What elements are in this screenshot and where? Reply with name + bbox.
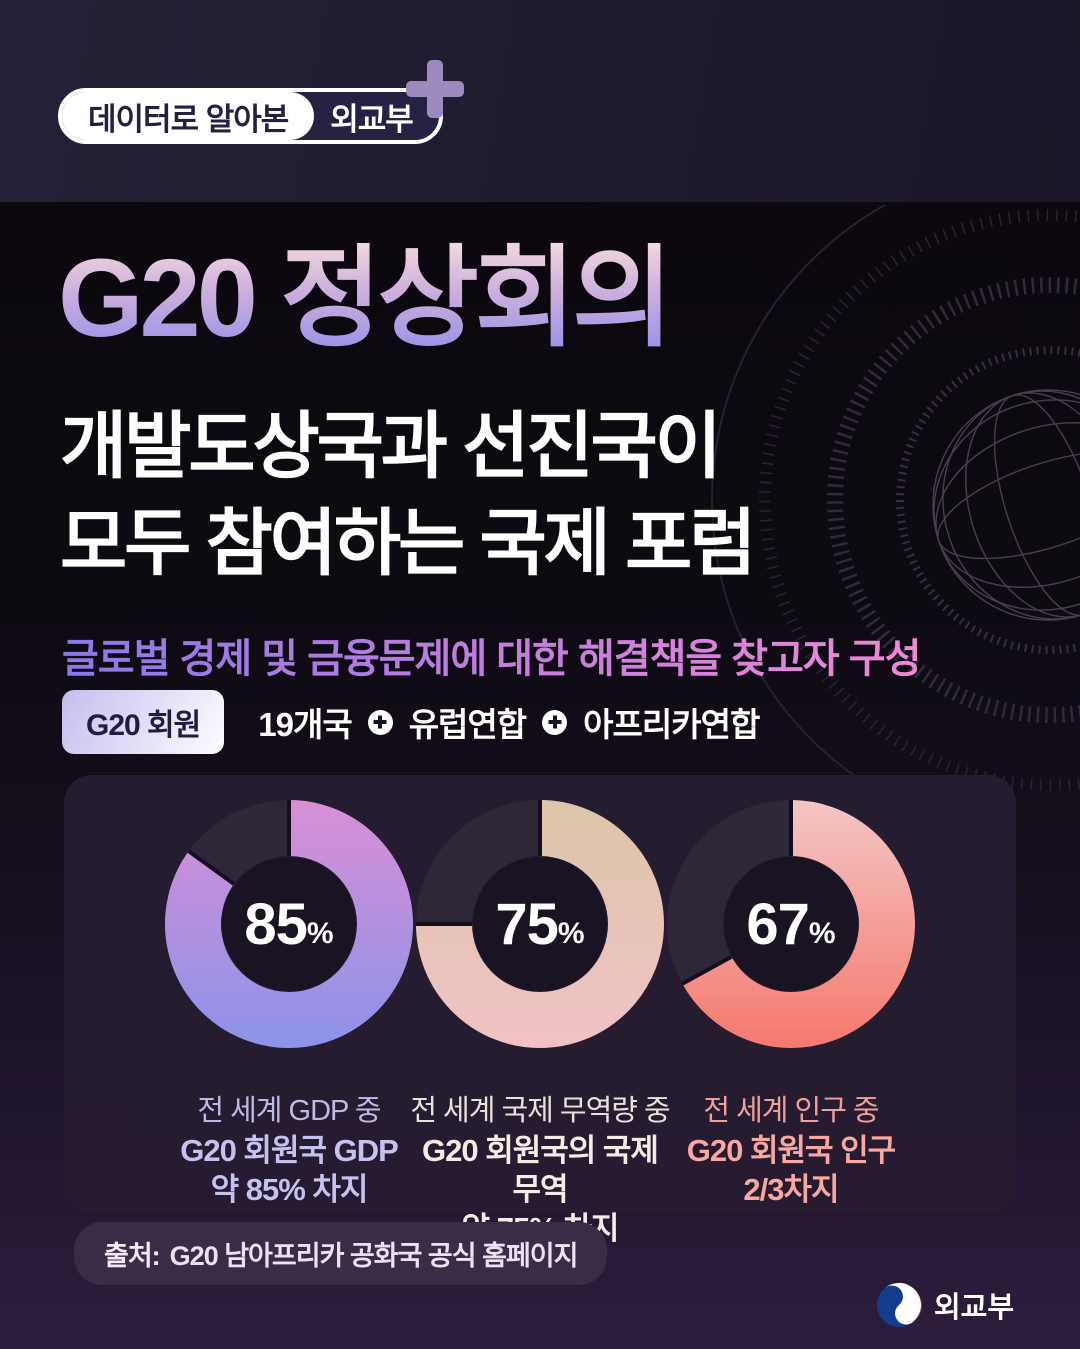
header-badge-left-label: 데이터로 알아본 xyxy=(62,92,315,140)
donut-chart-trade: 75% xyxy=(416,800,664,1048)
membership-item-countries: 19개국 xyxy=(258,706,352,743)
donut-unit: % xyxy=(557,917,585,950)
korea-government-emblem-icon xyxy=(876,1282,922,1328)
plus-icon xyxy=(404,58,466,120)
donut-center-label: 85% xyxy=(165,800,413,1048)
source-text: G20 남아프리카 공화국 공식 홈페이지 xyxy=(169,1241,579,1271)
donut-unit: % xyxy=(808,917,836,950)
header-badge: 데이터로 알아본 외교부 xyxy=(58,88,443,144)
globe-wireframe-graphic xyxy=(711,205,1080,825)
plus-circle-icon xyxy=(542,709,568,735)
source-pill: 출처: G20 남아프리카 공화국 공식 홈페이지 xyxy=(74,1222,608,1285)
footer-logo: 외교부 xyxy=(876,1282,1014,1328)
membership-badge: G20 회원 xyxy=(62,690,225,754)
donut-center-label: 75% xyxy=(416,800,664,1048)
donut-column-trade: 75% 전 세계 국제 무역량 중 G20 회원국의 국제 무역 약 75% 차… xyxy=(405,800,675,1248)
membership-item-au: 아프리카연합 xyxy=(583,706,760,743)
donut-chart-population: 67% xyxy=(667,800,915,1048)
donut-value: 75 xyxy=(495,891,559,957)
chart-caption: 전 세계 GDP 중 G20 회원국 GDP 약 85% 차지 xyxy=(154,1092,424,1209)
subtitle-line-2: 모두 참여하는 국제 포럼 xyxy=(60,503,756,585)
donut-value: 67 xyxy=(746,891,810,957)
donut-chart-svg xyxy=(165,800,413,1048)
page-title: G20 정상회의 xyxy=(58,236,673,363)
donut-chart-svg xyxy=(667,800,915,1048)
donut-chart-gdp: 85% xyxy=(165,800,413,1048)
caption-line: 약 85% 차지 xyxy=(210,1172,369,1207)
caption-line: 2/3차지 xyxy=(743,1172,839,1207)
description-text: 글로벌 경제 및 금융문제에 대한 해결책을 찾고자 구성 xyxy=(62,626,921,684)
donut-chart-svg xyxy=(416,800,664,1048)
donut-value: 85 xyxy=(244,891,308,957)
donut-column-gdp: 85% 전 세계 GDP 중 G20 회원국 GDP 약 85% 차지 xyxy=(154,800,424,1209)
org-name: 외교부 xyxy=(933,1292,1014,1324)
subtitle-line-1: 개발도상국과 선진국이 xyxy=(60,406,722,487)
source-prefix: 출처: xyxy=(104,1241,161,1271)
donut-center-label: 67% xyxy=(667,800,915,1048)
caption-line: 전 세계 GDP 중 xyxy=(197,1095,381,1127)
caption-line: G20 회원국 GDP xyxy=(180,1133,399,1168)
donut-column-population: 67% 전 세계 인구 중 G20 회원국 인구 2/3차지 xyxy=(656,800,926,1209)
membership-item-eu: 유럽연합 xyxy=(408,706,527,743)
caption-line: 전 세계 국제 무역량 중 xyxy=(410,1095,670,1127)
membership-items: 19개국 유럽연합 아프리카연합 xyxy=(258,698,760,746)
plus-circle-icon xyxy=(367,709,393,735)
chart-caption: 전 세계 인구 중 G20 회원국 인구 2/3차지 xyxy=(656,1092,926,1209)
page-subtitle: 개발도상국과 선진국이 모두 참여하는 국제 포럼 xyxy=(60,398,756,592)
caption-line: 전 세계 인구 중 xyxy=(703,1095,879,1127)
caption-line: G20 회원국의 국제 무역 xyxy=(422,1133,659,1207)
header-badge-right-label: 외교부 xyxy=(330,101,414,137)
caption-line: G20 회원국 인구 xyxy=(686,1133,896,1168)
stats-panel: 85% 전 세계 GDP 중 G20 회원국 GDP 약 85% 차지 75% … xyxy=(64,775,1016,1246)
donut-unit: % xyxy=(306,917,334,950)
membership-row: G20 회원 19개국 유럽연합 아프리카연합 xyxy=(62,690,760,754)
